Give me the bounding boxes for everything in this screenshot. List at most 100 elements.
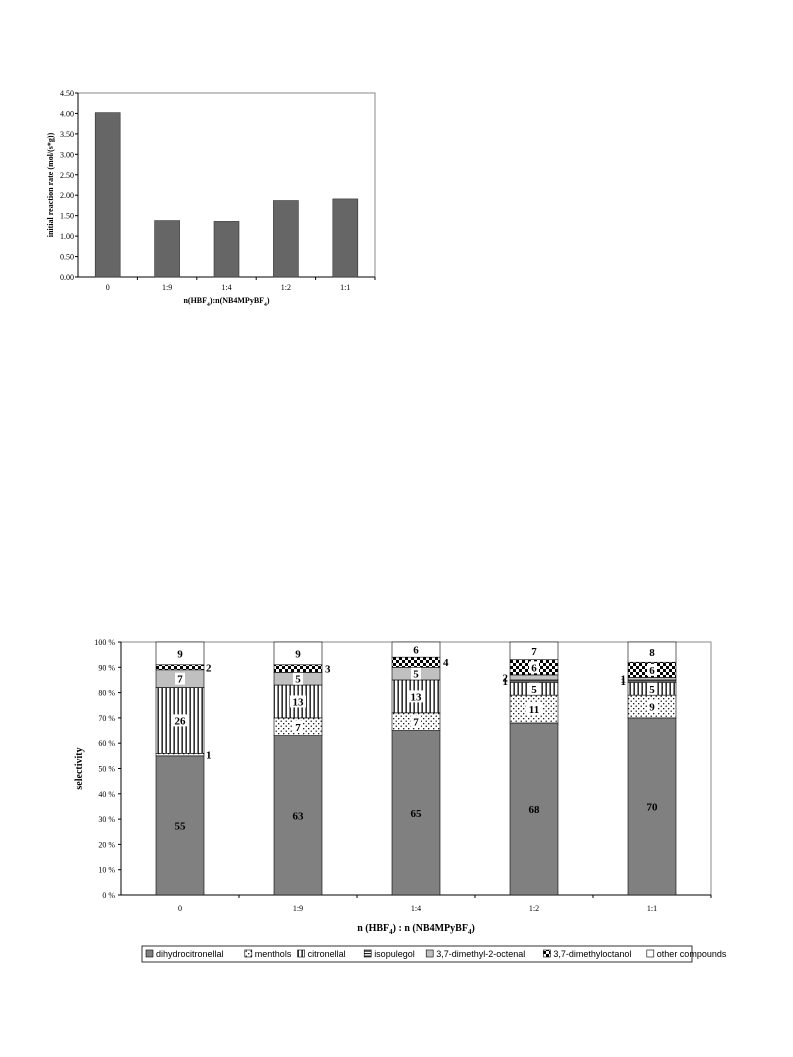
- segment-value-label: 5: [649, 684, 655, 696]
- segment-label-bg: [647, 663, 657, 676]
- legend-entry: menthols: [255, 949, 292, 959]
- x-axis-title-2-part: n (HBF: [357, 923, 389, 934]
- legend-entry: 3,7-dimethyloctanol: [553, 949, 631, 959]
- segment-label-bg: [647, 646, 657, 659]
- y-tick-label: 1.50: [60, 212, 74, 221]
- x-axis-title-2-part: 4: [468, 928, 472, 936]
- y-tick-label-2: 50 %: [98, 765, 115, 774]
- segment-value-label: 11: [529, 704, 539, 716]
- segment-label-bg: [293, 672, 303, 685]
- segment-value-label: 6: [413, 645, 419, 657]
- x-tick-label-2: 1:2: [529, 904, 539, 913]
- stack-segment-3-7-dimethyloctanol: [155, 664, 205, 671]
- x-tick-label: 1:2: [281, 283, 291, 292]
- legend: dihydrocitronellal menthols citronellal iso…: [141, 945, 727, 963]
- x-axis-title-2-part: ) : n (NB4MPyBF: [393, 923, 468, 934]
- stack-segment-dihydrocitronellal: [391, 730, 441, 896]
- legend-swatch: [425, 949, 434, 958]
- legend-swatch: [543, 949, 551, 958]
- segment-value-label: 5: [413, 669, 419, 681]
- bar-1:1: [332, 198, 359, 278]
- segment-label-bg: [411, 715, 421, 728]
- segment-value-label: 7: [413, 717, 419, 729]
- bar-1:2: [273, 200, 299, 278]
- y-tick-label: 2.50: [60, 171, 74, 180]
- segment-value-label: 68: [529, 804, 541, 816]
- stack-segment-menthols: [155, 753, 205, 757]
- legend-entry: dihydrocitronellal: [156, 949, 224, 959]
- y-tick-label-2: 20 %: [98, 840, 115, 849]
- x-axis-title-part: 4: [264, 302, 267, 308]
- bar-1:9: [154, 220, 180, 278]
- y-tick-label: 0.00: [60, 273, 74, 282]
- segment-value-label: 7: [177, 674, 183, 686]
- segment-label-bg: [172, 714, 188, 727]
- x-tick-label-2: 0: [178, 904, 182, 913]
- bar-0: [94, 112, 121, 278]
- segment-value-label: 70: [647, 801, 659, 813]
- segment-label-bg: [529, 661, 539, 674]
- x-axis-title-2: n (HBF4) : n (NB4MPyBF4): [357, 923, 475, 936]
- segment-value-label: 65: [411, 808, 423, 820]
- stack-segment-dihydrocitronellal: [509, 722, 559, 896]
- segment-value-label: 63: [293, 810, 305, 822]
- x-axis-title-2-part: ): [471, 923, 474, 934]
- stack-segment-dihydrocitronellal: [627, 717, 677, 896]
- stack-segment-isopulegol: [509, 679, 559, 683]
- y-tick-label-2: 100 %: [94, 638, 115, 647]
- y-tick-label-2: 60 %: [98, 739, 115, 748]
- y-tick-label-2: 80 %: [98, 689, 115, 698]
- y-tick-label-2: 0 %: [102, 891, 115, 900]
- segment-value-label: 1: [206, 750, 212, 762]
- x-axis-title-part: n(HBF: [183, 296, 207, 305]
- segment-value-label: 9: [177, 648, 183, 660]
- segment-value-label: 6: [531, 662, 537, 674]
- stack-segment-isopulegol: [627, 679, 677, 683]
- legend-box: [141, 945, 693, 963]
- y-axis-title: initial reaction rate (mol/(s*g)): [46, 132, 55, 237]
- segment-label-bg: [529, 644, 539, 657]
- legend-entry: 3,7-dimethyl-2-octenal: [436, 949, 525, 959]
- x-tick-label-2: 1:1: [647, 904, 657, 913]
- y-tick-label: 3.50: [60, 130, 74, 139]
- x-tick-label: 1:9: [162, 283, 172, 292]
- y-tick-label-2: 90 %: [98, 663, 115, 672]
- legend-swatch: [145, 949, 154, 958]
- y-tick-label-2: 30 %: [98, 815, 115, 824]
- y-tick-label: 4.00: [60, 109, 74, 118]
- x-tick-label: 1:1: [340, 283, 350, 292]
- x-tick-label: 1:4: [221, 283, 231, 292]
- stack-segment-3-7-dimethyl-2-octenal: [509, 674, 559, 681]
- segment-value-label: 7: [531, 646, 537, 658]
- segment-label-bg: [175, 672, 185, 685]
- segment-value-label: 1: [503, 676, 509, 688]
- segment-value-label: 9: [295, 648, 301, 660]
- segment-value-label: 26: [175, 715, 187, 727]
- x-axis-title-part: ):n(NB4MPyBF: [210, 296, 264, 305]
- segment-value-label: 13: [293, 696, 305, 708]
- segment-value-label: 2: [206, 662, 212, 674]
- x-tick-label-2: 1:4: [411, 904, 421, 913]
- y-tick-label-2: 40 %: [98, 790, 115, 799]
- legend-swatch: [297, 949, 305, 958]
- segment-value-label: 5: [295, 674, 301, 686]
- y-tick-label: 3.00: [60, 150, 74, 159]
- legend-entry: citronellal: [308, 949, 346, 959]
- segment-value-label: 8: [649, 647, 655, 659]
- x-axis-title-2-part: 4: [389, 928, 393, 936]
- legend-entry: isopulegol: [374, 949, 415, 959]
- y-axis-title-2: selectivity: [74, 747, 85, 789]
- segment-value-label: 1: [621, 674, 627, 686]
- segment-label-bg: [647, 682, 657, 695]
- stack-segment-3-7-dimethyloctanol: [391, 656, 441, 668]
- segment-value-label: 55: [175, 820, 187, 832]
- segment-label-bg: [529, 682, 539, 695]
- segment-value-label: 13: [411, 691, 423, 703]
- stack-segment-3-7-dimethyl-2-octenal: [627, 677, 677, 681]
- segment-label-bg: [526, 703, 542, 716]
- x-axis-title-part: 4: [207, 302, 210, 308]
- y-tick-label-2: 70 %: [98, 714, 115, 723]
- segment-value-label: 9: [649, 702, 655, 714]
- segment-label-bg: [293, 720, 303, 733]
